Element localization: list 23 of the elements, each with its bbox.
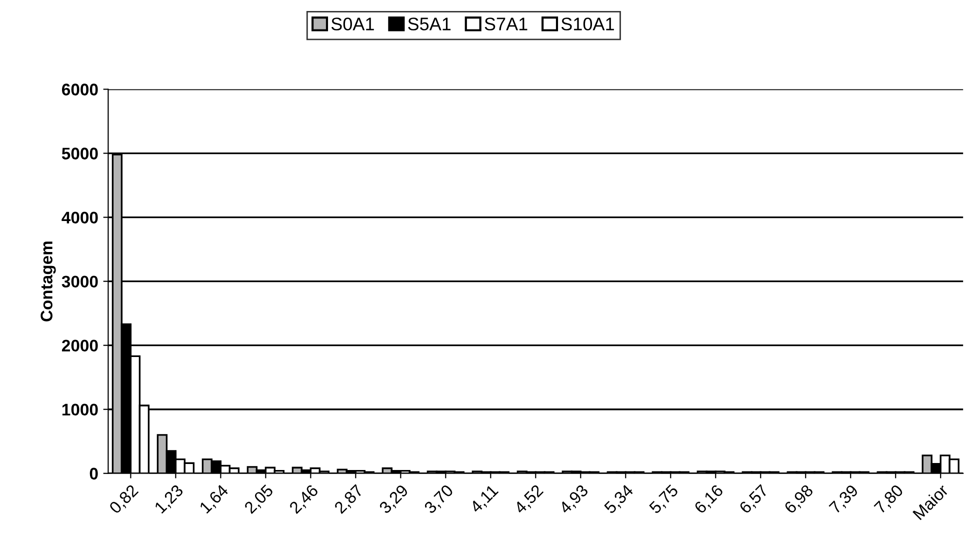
y-tick-label: 6000 [62, 84, 98, 96]
legend-label: S5A1 [408, 18, 451, 30]
y-tick-label: 4000 [62, 212, 98, 224]
y-tick-label: 3000 [62, 276, 98, 288]
x-tick-label: 6,16 [694, 484, 726, 516]
y-axis-title: Contagem [40, 242, 56, 322]
x-tick-label: 3,29 [378, 484, 410, 516]
x-tick-label: 3,70 [423, 484, 456, 516]
x-tick-label: 6,98 [784, 484, 816, 516]
legend-label: S10A1 [561, 18, 614, 30]
x-tick-label: 4,52 [513, 484, 546, 516]
x-tick-label: 4,11 [469, 484, 500, 515]
x-tick-label: 7,39 [828, 484, 860, 516]
y-tick-label: 0 [90, 468, 98, 480]
x-tick-label: 4,93 [558, 484, 590, 516]
x-tick-label: 5,34 [603, 484, 636, 516]
legend-label: S7A1 [484, 18, 528, 30]
y-tick-label: 1000 [62, 404, 98, 416]
legend-label: S0A1 [331, 18, 374, 30]
y-tick-label: 5000 [62, 148, 98, 160]
x-tick-label: 7,80 [874, 484, 906, 516]
x-tick-label: 0,82 [108, 484, 140, 516]
y-tick-label: 2000 [62, 340, 98, 352]
